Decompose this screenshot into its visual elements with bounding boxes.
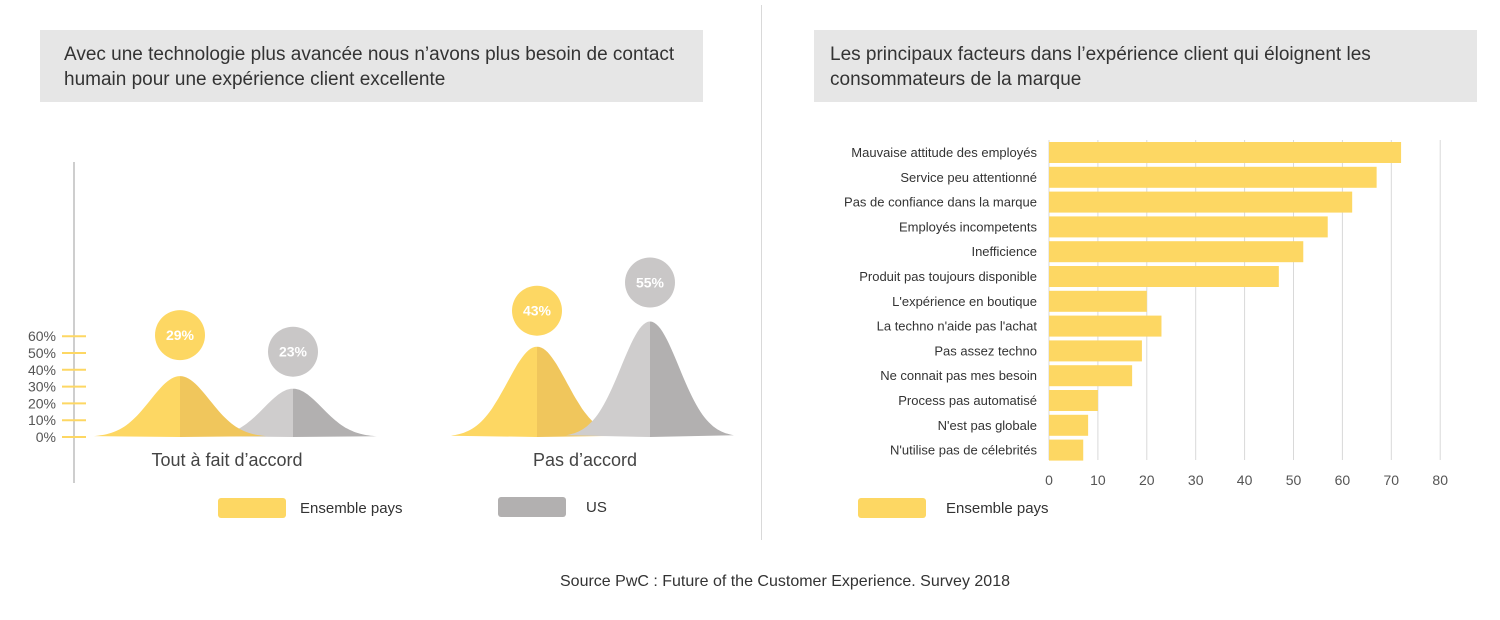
y-tick-label: 20% bbox=[28, 395, 56, 411]
category-label: La techno n'aide pas l'achat bbox=[877, 319, 1038, 334]
category-label: Pas d’accord bbox=[533, 450, 637, 470]
bar bbox=[1049, 390, 1098, 411]
us-curve-2-left-half bbox=[566, 321, 650, 437]
category-label: Service peu attentionné bbox=[900, 170, 1037, 185]
ensemble-2-badge bbox=[512, 285, 562, 336]
legend-ensemble-right: Ensemble pays bbox=[858, 498, 1049, 518]
us-2-value-label: 55% bbox=[636, 275, 665, 291]
bar bbox=[1049, 290, 1147, 312]
legend-swatch-ensemble-right bbox=[858, 498, 926, 518]
legend-label-us: US bbox=[586, 498, 607, 516]
us-1-value-label: 23% bbox=[279, 344, 308, 360]
legend-label-ensemble: Ensemble pays bbox=[300, 499, 403, 517]
x-tick-label: 60 bbox=[1335, 472, 1351, 488]
bar bbox=[1049, 266, 1279, 287]
x-tick-label: 70 bbox=[1384, 472, 1400, 488]
us-curve-1-right-half bbox=[293, 388, 377, 437]
panel-divider bbox=[761, 5, 762, 540]
ensemble-1-value-label: 29% bbox=[166, 327, 195, 343]
legend-ensemble-left: Ensemble pays bbox=[218, 498, 403, 518]
x-tick-label: 0 bbox=[1045, 472, 1053, 488]
bar bbox=[1049, 365, 1133, 387]
bar bbox=[1049, 191, 1353, 213]
y-tick-label: 10% bbox=[28, 412, 56, 428]
ensemble-curve-1-left-half bbox=[94, 376, 180, 437]
ensemble-2-value-label: 43% bbox=[523, 303, 552, 319]
ensemble-curve-1-right-half bbox=[180, 376, 266, 437]
category-label: Inefficience bbox=[971, 244, 1037, 259]
category-label: N'est pas globale bbox=[938, 418, 1037, 433]
right-chart: 0 10 20 30 40 50 60 70 80 Mauvaise attitude des e… bbox=[844, 140, 1448, 488]
ensemble-1-badge bbox=[155, 310, 205, 361]
category-label: Tout à fait d’accord bbox=[151, 450, 302, 470]
bar bbox=[1049, 414, 1089, 436]
category-label: L'expérience en boutique bbox=[892, 294, 1037, 309]
us-2-badge bbox=[625, 257, 675, 308]
category-label: Produit pas toujours disponible bbox=[859, 269, 1037, 284]
category-label: Process pas automatisé bbox=[898, 393, 1037, 408]
y-tick-label: 50% bbox=[28, 345, 56, 361]
bar bbox=[1049, 216, 1328, 238]
category-label: Pas de confiance dans la marque bbox=[844, 195, 1037, 210]
legend-swatch-ensemble bbox=[218, 498, 286, 518]
bar bbox=[1049, 142, 1402, 163]
category-label: Ne connait pas mes besoin bbox=[880, 368, 1037, 383]
x-tick-label: 30 bbox=[1188, 472, 1204, 488]
legend-us: US bbox=[498, 497, 607, 517]
us-1-badge bbox=[268, 326, 318, 377]
x-tick-label: 20 bbox=[1139, 472, 1155, 488]
x-tick-label: 10 bbox=[1090, 472, 1106, 488]
category-label: Employés incompetents bbox=[899, 219, 1038, 234]
left-chart: 60%50%40%30%20%10%0% 29% 23% 43% 55% Tout à f… bbox=[28, 162, 734, 483]
legend-label-ensemble-right: Ensemble pays bbox=[946, 499, 1049, 517]
us-curve-1-left-half bbox=[209, 388, 293, 437]
ensemble-curve-2-left-half bbox=[451, 346, 537, 437]
x-tick-label: 40 bbox=[1237, 472, 1253, 488]
x-tick-label: 80 bbox=[1432, 472, 1448, 488]
us-curve-2-right-half bbox=[650, 321, 734, 437]
category-label: Pas assez techno bbox=[934, 343, 1037, 358]
bar bbox=[1049, 166, 1377, 188]
y-tick-label: 30% bbox=[28, 379, 56, 395]
bar bbox=[1049, 241, 1304, 263]
bar bbox=[1049, 315, 1162, 337]
category-label: N'utilise pas de célebrités bbox=[890, 443, 1037, 458]
y-tick-label: 40% bbox=[28, 362, 56, 378]
y-tick-label: 0% bbox=[36, 429, 56, 445]
bar bbox=[1049, 340, 1142, 362]
category-label: Mauvaise attitude des employés bbox=[851, 145, 1037, 160]
x-tick-label: 50 bbox=[1286, 472, 1302, 488]
left-chart-title: Avec une technologie plus avancée nous n… bbox=[40, 30, 703, 102]
right-chart-title: Les principaux facteurs dans l’expérienc… bbox=[814, 30, 1477, 102]
y-tick-label: 60% bbox=[28, 328, 56, 344]
bar bbox=[1049, 439, 1084, 461]
source-note: Source PwC : Future of the Customer Expe… bbox=[560, 573, 1010, 590]
legend-swatch-us bbox=[498, 497, 566, 517]
ensemble-curve-2-right-half bbox=[537, 346, 623, 437]
